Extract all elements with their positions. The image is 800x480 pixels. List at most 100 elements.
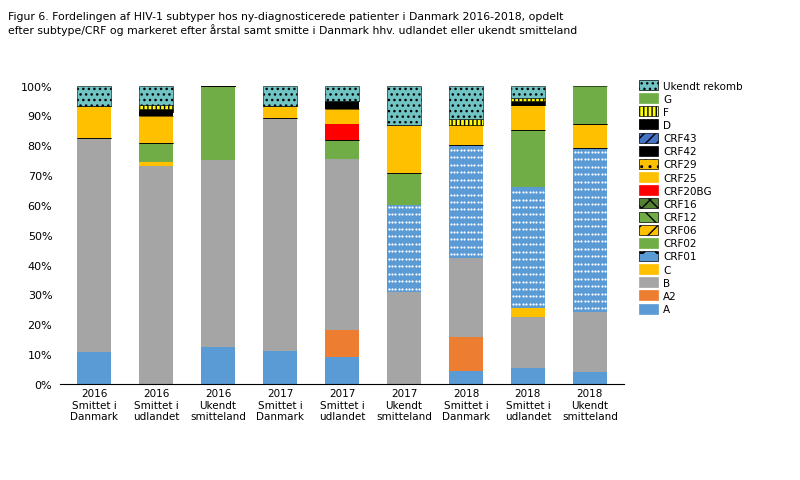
Point <box>444 214 457 221</box>
Point <box>513 226 526 234</box>
Point <box>595 156 608 164</box>
Bar <box>511 317 545 368</box>
Bar <box>387 293 421 384</box>
Point <box>575 171 588 179</box>
Point <box>599 253 612 261</box>
Point <box>471 228 484 236</box>
Point <box>444 176 457 184</box>
Point <box>448 146 461 154</box>
Point <box>530 189 543 196</box>
Point <box>506 196 519 204</box>
Point <box>444 191 457 199</box>
Point <box>520 233 533 241</box>
Point <box>471 169 484 177</box>
Point <box>468 176 481 184</box>
Point <box>465 184 478 192</box>
Point <box>571 305 584 312</box>
Point <box>448 214 461 221</box>
Point <box>462 176 474 184</box>
Bar <box>511 308 545 317</box>
Point <box>582 298 594 305</box>
Point <box>578 164 591 171</box>
Point <box>393 263 406 271</box>
Point <box>520 256 533 264</box>
Point <box>454 251 467 258</box>
Point <box>513 204 526 211</box>
Point <box>526 293 539 300</box>
Point <box>575 238 588 246</box>
Point <box>592 208 605 216</box>
Point <box>595 149 608 156</box>
Point <box>454 176 467 184</box>
Point <box>468 243 481 251</box>
Point <box>465 206 478 214</box>
Point <box>517 300 530 308</box>
Bar <box>387 126 421 174</box>
Point <box>571 201 584 208</box>
Point <box>475 176 488 184</box>
Point <box>454 154 467 162</box>
Point <box>444 206 457 214</box>
Point <box>599 245 612 253</box>
Bar <box>511 188 545 308</box>
Point <box>410 285 422 293</box>
Point <box>382 240 395 248</box>
Point <box>592 223 605 231</box>
Point <box>582 164 594 171</box>
Point <box>517 218 530 226</box>
Point <box>471 191 484 199</box>
Point <box>578 149 591 156</box>
Point <box>454 161 467 169</box>
Point <box>575 268 588 276</box>
Point <box>592 149 605 156</box>
Point <box>589 230 602 238</box>
Point <box>520 241 533 249</box>
Point <box>413 204 426 211</box>
Point <box>575 164 588 171</box>
Point <box>413 226 426 233</box>
Point <box>454 191 467 199</box>
Point <box>393 270 406 278</box>
Point <box>589 245 602 253</box>
Point <box>530 204 543 211</box>
Point <box>382 226 395 233</box>
Point <box>399 278 412 286</box>
Point <box>451 243 464 251</box>
Point <box>523 263 536 271</box>
Point <box>458 169 470 177</box>
Point <box>468 184 481 192</box>
Point <box>475 169 488 177</box>
Point <box>454 228 467 236</box>
Bar <box>387 205 421 293</box>
Point <box>448 199 461 206</box>
Point <box>537 189 550 196</box>
Point <box>568 305 581 312</box>
Point <box>530 218 543 226</box>
Point <box>582 268 594 276</box>
Point <box>510 248 522 256</box>
Point <box>396 233 409 241</box>
Point <box>568 164 581 171</box>
Point <box>595 305 608 312</box>
Point <box>396 240 409 248</box>
Point <box>517 263 530 271</box>
Point <box>382 233 395 241</box>
Point <box>389 270 402 278</box>
Point <box>510 189 522 196</box>
Point <box>451 176 464 184</box>
Point <box>589 275 602 283</box>
Point <box>393 248 406 256</box>
Point <box>382 211 395 218</box>
Bar <box>449 258 483 338</box>
Point <box>595 208 608 216</box>
Point <box>534 226 546 234</box>
Point <box>406 270 419 278</box>
Point <box>530 196 543 204</box>
Point <box>444 221 457 228</box>
Point <box>386 270 398 278</box>
Point <box>586 245 598 253</box>
Point <box>568 283 581 290</box>
Point <box>575 245 588 253</box>
Point <box>393 211 406 218</box>
Point <box>458 191 470 199</box>
